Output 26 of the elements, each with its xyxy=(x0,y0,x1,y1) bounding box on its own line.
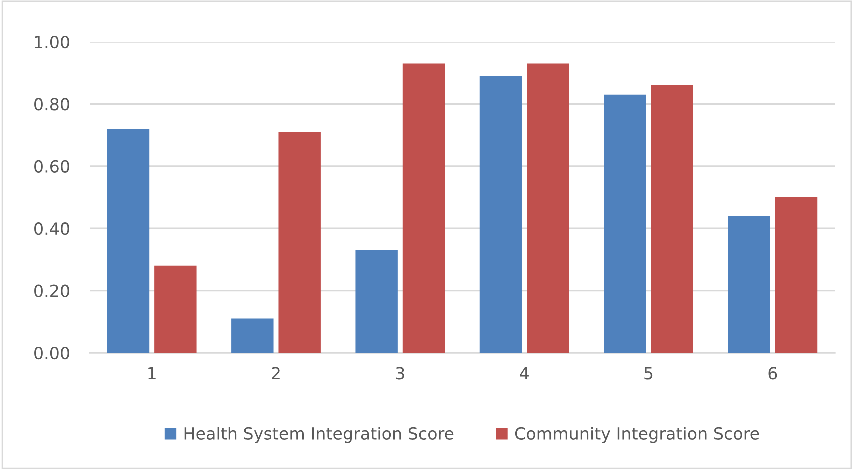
x-tick-label: 4 xyxy=(520,367,529,380)
bar xyxy=(356,250,398,353)
bar xyxy=(278,132,321,353)
x-tick-label: 5 xyxy=(644,367,653,380)
bar xyxy=(604,94,646,353)
y-tick-label: 0.80 xyxy=(34,98,70,111)
bar xyxy=(775,198,818,353)
legend-label: Health System Integration Score xyxy=(184,427,454,444)
x-tick-label: 3 xyxy=(396,367,404,380)
y-tick-label: 0.00 xyxy=(34,346,70,360)
bar xyxy=(232,318,274,353)
bar xyxy=(728,216,770,353)
y-tick-label: 1.00 xyxy=(35,36,70,49)
bar xyxy=(402,64,446,353)
bar xyxy=(480,76,522,353)
y-tick-label: 0.40 xyxy=(34,222,70,236)
bar xyxy=(154,266,197,353)
x-tick-label: 1 xyxy=(148,367,156,380)
bar xyxy=(527,64,570,353)
y-tick-label: 0.20 xyxy=(34,284,70,298)
x-tick-label: 6 xyxy=(768,367,778,380)
legend-label: Community Integration Score xyxy=(515,427,760,444)
bar xyxy=(651,86,694,353)
x-tick-label: 2 xyxy=(272,367,280,380)
bar xyxy=(107,129,150,353)
y-tick-label: 0.60 xyxy=(34,160,70,173)
